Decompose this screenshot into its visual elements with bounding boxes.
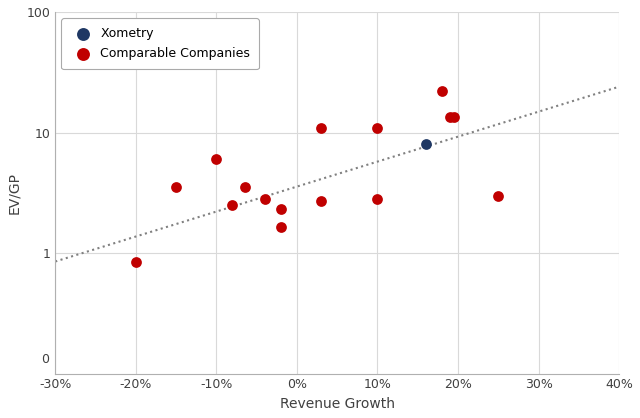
Comparable Companies	[372, 125, 383, 132]
X-axis label: Revenue Growth: Revenue Growth	[280, 397, 395, 411]
Comparable Companies	[445, 113, 455, 120]
Comparable Companies	[227, 202, 237, 209]
Xometry	[420, 141, 431, 148]
Legend: Xometry, Comparable Companies: Xometry, Comparable Companies	[61, 18, 259, 69]
Comparable Companies	[449, 113, 459, 120]
Comparable Companies	[372, 196, 383, 202]
Comparable Companies	[276, 206, 286, 213]
Y-axis label: EV/GP: EV/GP	[7, 172, 21, 214]
Comparable Companies	[493, 192, 504, 199]
Comparable Companies	[239, 184, 250, 191]
Comparable Companies	[171, 184, 181, 191]
Comparable Companies	[316, 198, 326, 204]
Comparable Companies	[436, 88, 447, 94]
Comparable Companies	[316, 125, 326, 132]
Comparable Companies	[276, 224, 286, 230]
Text: 0: 0	[42, 353, 49, 367]
Comparable Companies	[211, 156, 221, 163]
Comparable Companies	[131, 258, 141, 265]
Comparable Companies	[260, 196, 270, 202]
